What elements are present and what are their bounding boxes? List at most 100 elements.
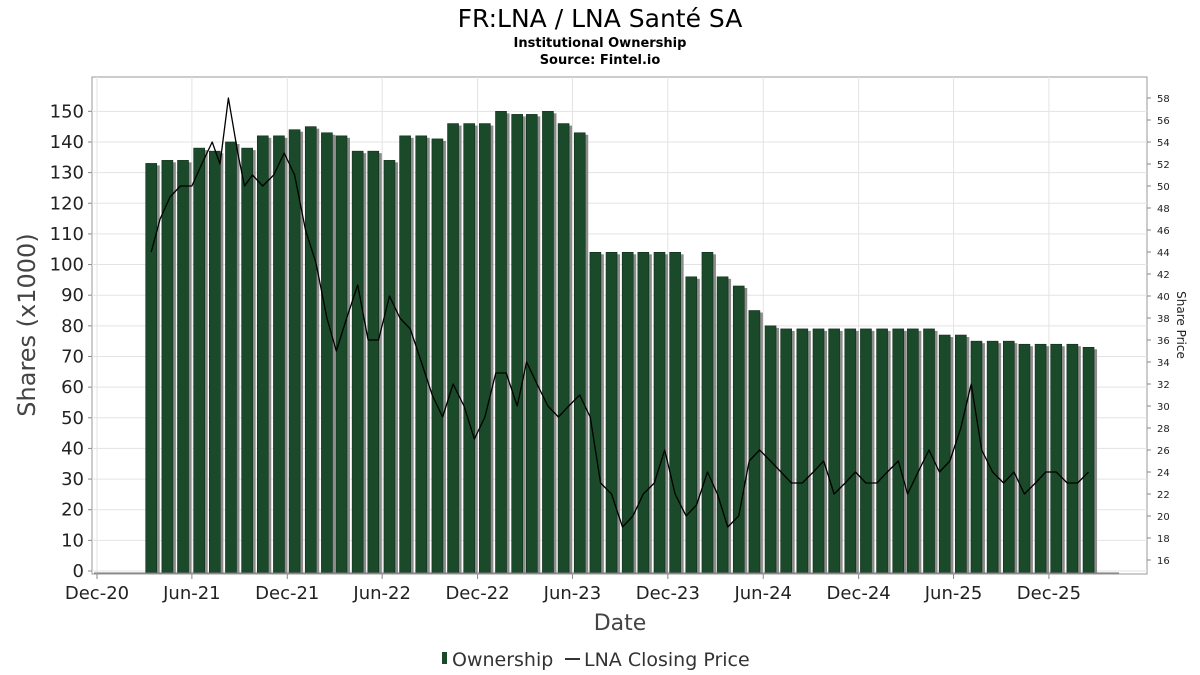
- ownership-bar: [351, 150, 364, 574]
- chart-subtitle: Institutional Ownership: [514, 36, 687, 51]
- y2-tick-label: 42: [1157, 270, 1170, 281]
- ownership-bar: [732, 285, 745, 574]
- ownership-bar: [383, 160, 396, 574]
- ownership-bar: [844, 328, 857, 574]
- ownership-bar: [479, 123, 491, 574]
- y2-tick-label: 24: [1157, 468, 1170, 479]
- x-tick-label: Jun-25: [924, 583, 983, 604]
- y-tick-label: 40: [61, 438, 84, 459]
- y2-tick-label: 30: [1157, 402, 1170, 413]
- y-tick-label: 150: [50, 101, 84, 122]
- chart-title: FR:LNA / LNA Santé SA: [458, 4, 743, 33]
- y2-tick-label: 44: [1157, 248, 1170, 259]
- ownership-bar: [431, 138, 444, 574]
- y-tick-label: 50: [61, 408, 84, 429]
- chart-source: Source: Fintel.io: [540, 53, 661, 68]
- line-series: [150, 97, 1089, 528]
- ownership-bar: [892, 328, 905, 574]
- ownership-bar: [335, 135, 348, 574]
- ownership-bar: [938, 334, 951, 574]
- ownership-bar: [796, 328, 809, 574]
- ownership-bar: [511, 114, 523, 574]
- y-tick-label: 130: [50, 163, 84, 184]
- ownership-bar: [415, 135, 428, 574]
- y2-tick-label: 28: [1157, 424, 1170, 435]
- ownership-bar: [193, 147, 205, 574]
- ownership-bar: [161, 160, 174, 574]
- legend-label-ownership: Ownership: [452, 649, 553, 671]
- y2-tick-label: 20: [1157, 512, 1170, 523]
- ownership-bar: [637, 251, 650, 574]
- ownership-bar: [828, 328, 840, 574]
- y2-tick-label: 40: [1157, 292, 1170, 303]
- y2-axis-label: Share Price: [1174, 291, 1188, 359]
- ownership-bar: [986, 340, 999, 574]
- ownership-bar: [701, 251, 714, 574]
- y-tick-label: 120: [50, 193, 84, 214]
- ownership-bar: [1002, 340, 1015, 574]
- x-tick-label: Jun-23: [543, 583, 602, 604]
- x-tick-label: Dec-22: [445, 583, 509, 604]
- y2-tick-label: 50: [1157, 182, 1170, 193]
- ownership-bar: [367, 150, 380, 574]
- y-tick-label: 80: [61, 316, 84, 337]
- legend-label-price: LNA Closing Price: [584, 649, 750, 671]
- ownership-bar: [764, 325, 777, 574]
- x-tick-label: Dec-21: [255, 583, 319, 604]
- ownership-bar: [860, 328, 872, 574]
- ownership-bar: [685, 276, 698, 574]
- ownership-bar: [907, 328, 919, 574]
- ownership-bar: [495, 111, 507, 574]
- y2-tick-label: 38: [1157, 314, 1170, 325]
- ownership-bar: [321, 132, 333, 574]
- x-axis-label: Date: [594, 611, 647, 636]
- y2-tick-label: 16: [1157, 556, 1170, 567]
- ownership-bar: [876, 328, 888, 574]
- y-tick-label: 20: [61, 500, 84, 521]
- ownership-bar: [145, 163, 158, 574]
- ownership-bar: [1034, 343, 1047, 574]
- ownership-bar: [304, 126, 317, 574]
- ownership-bar: [209, 150, 221, 574]
- bar-series: [145, 111, 1098, 574]
- y2-tick-label: 56: [1157, 116, 1170, 127]
- ownership-bar: [605, 251, 618, 574]
- y-tick-label: 140: [50, 132, 84, 153]
- x-tick-label: Jun-21: [162, 583, 221, 604]
- y2-tick-label: 22: [1157, 490, 1170, 501]
- ownership-bar: [399, 135, 411, 574]
- y-tick-label: 110: [50, 224, 84, 245]
- ownership-bar: [1066, 343, 1079, 574]
- ownership-bar: [812, 328, 825, 574]
- y2-tick-label: 32: [1157, 380, 1170, 391]
- ownership-bar: [447, 123, 459, 574]
- y2-tick-label: 48: [1157, 204, 1170, 215]
- ownership-bar: [225, 141, 237, 574]
- y-tick-label: 90: [61, 285, 84, 306]
- ownership-bar: [653, 251, 666, 574]
- y-tick-label: 0: [73, 561, 84, 582]
- ownership-bar: [780, 328, 792, 574]
- ownership-bar: [557, 123, 570, 574]
- ownership-bar: [748, 310, 761, 574]
- y2-tick-label: 54: [1157, 138, 1170, 149]
- ownership-bar: [177, 160, 189, 574]
- y-tick-label: 60: [61, 377, 84, 398]
- axes: 0 10 20 30 40 50 60 70 80 90 100 110 120 130 140 150 Dec…: [50, 94, 1170, 604]
- y2-tick-label: 46: [1157, 226, 1170, 237]
- ownership-bar: [573, 132, 586, 574]
- legend-swatch-ownership: [442, 652, 447, 664]
- ownership-bar: [241, 147, 253, 574]
- ownership-bar: [463, 123, 476, 574]
- y2-tick-label: 26: [1157, 446, 1170, 457]
- y2-tick-label: 58: [1157, 94, 1170, 105]
- y-tick-label: 30: [61, 469, 84, 490]
- ownership-bar: [669, 251, 681, 574]
- y2-tick-label: 18: [1157, 534, 1170, 545]
- legend: Ownership LNA Closing Price: [442, 649, 750, 671]
- x-tick-label: Dec-24: [827, 583, 891, 604]
- y2-tick-label: 36: [1157, 336, 1170, 347]
- ownership-bar: [256, 135, 269, 574]
- ownership-bar: [589, 251, 602, 574]
